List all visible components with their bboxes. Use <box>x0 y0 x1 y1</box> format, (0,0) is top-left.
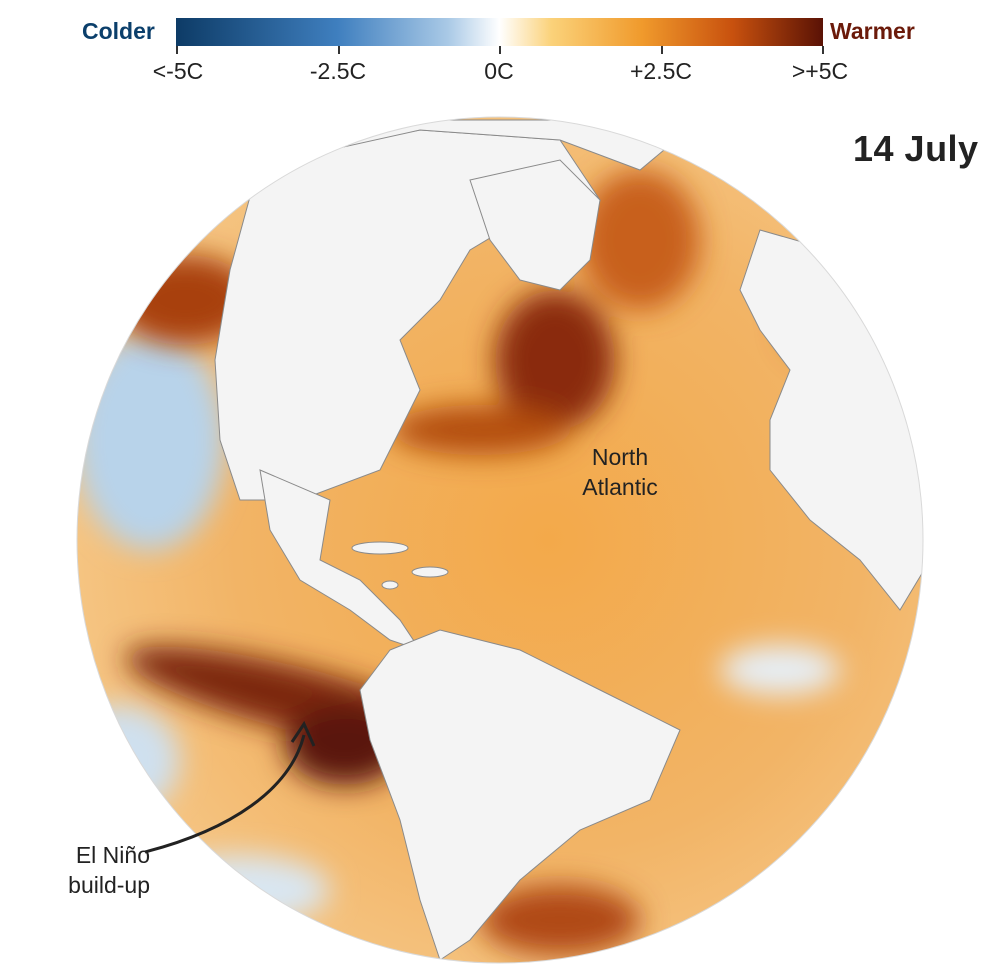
date-label: 14 July <box>853 128 979 169</box>
legend-tick-label: >+5C <box>791 58 849 84</box>
el-nino-arrow <box>144 734 306 854</box>
legend-color-bar <box>176 18 823 46</box>
legend-tick <box>338 46 340 54</box>
color-legend: Colder Warmer <-5C -2.5C 0C +2.5C >+5C <box>0 0 1000 100</box>
el-nino-line-1: El Niño <box>75 842 150 868</box>
north-atlantic-line-1: North <box>591 444 649 470</box>
legend-warmer-label: Warmer <box>830 18 915 44</box>
el-nino-label: El Niño build-up <box>20 840 150 900</box>
legend-tick-label: 0C <box>484 58 514 84</box>
globe-outline <box>76 116 924 964</box>
caribbean-islands <box>351 541 449 590</box>
legend-tick <box>499 46 501 54</box>
legend-tick <box>822 46 824 54</box>
legend-tick-label: <-5C <box>152 58 204 84</box>
legend-colder-label: Colder <box>82 18 155 44</box>
north-atlantic-label: North Atlantic <box>565 442 675 502</box>
el-nino-line-2: build-up <box>68 872 150 898</box>
legend-tick-label: +2.5C <box>629 58 693 84</box>
legend-tick-label: -2.5C <box>309 58 367 84</box>
legend-tick <box>176 46 178 54</box>
legend-tick <box>661 46 663 54</box>
el-nino-arrowhead <box>290 720 316 747</box>
south-america-land <box>359 629 681 961</box>
greenland-land <box>469 159 601 291</box>
north-atlantic-line-2: Atlantic <box>582 474 658 500</box>
